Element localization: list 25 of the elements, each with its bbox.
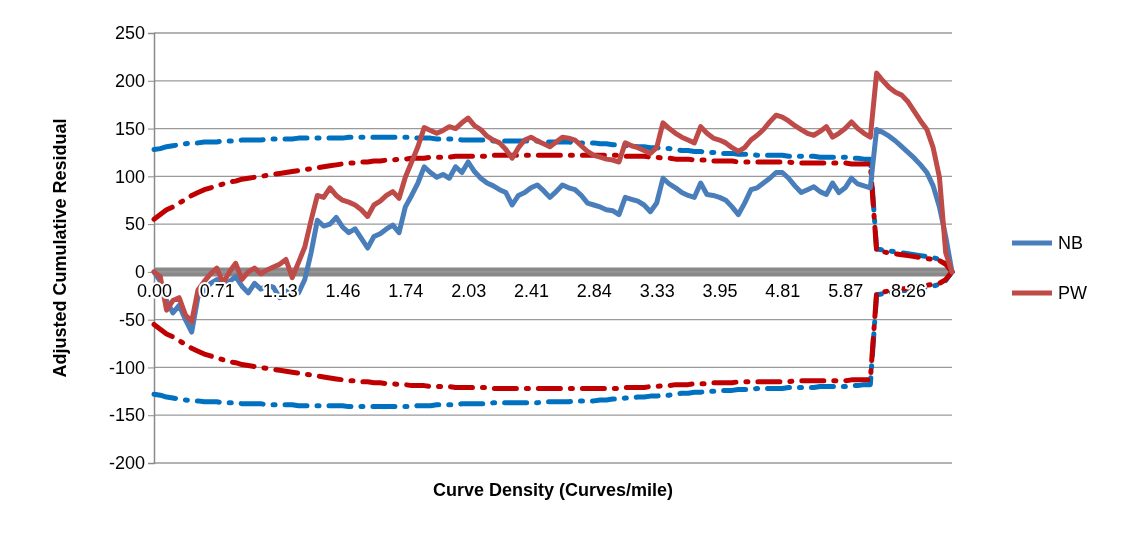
x-tick-label: 1.13 <box>262 280 298 301</box>
x-tick-label: 3.33 <box>639 280 675 301</box>
y-tick-label: 100 <box>114 166 145 187</box>
y-tick-label: 50 <box>124 214 145 235</box>
x-tick-label: 8.26 <box>890 280 927 301</box>
y-tick-label: -100 <box>108 357 145 378</box>
x-tick-label: 5.87 <box>828 280 864 301</box>
y-tick-label: 250 <box>114 23 145 44</box>
x-tick-label: 4.81 <box>765 280 801 301</box>
y-axis-title: Adjusted Cumulative Residual <box>50 118 70 378</box>
x-tick-label: 2.41 <box>513 280 550 301</box>
y-tick-label: -50 <box>118 309 145 330</box>
y-tick-label: -200 <box>108 453 145 474</box>
y-tick-label: 0 <box>134 262 145 283</box>
x-tick-label: 1.74 <box>388 280 424 301</box>
y-tick-label: 200 <box>114 71 145 92</box>
legend-label: PW <box>1058 283 1088 303</box>
x-tick-label: 2.84 <box>576 280 612 301</box>
x-axis-title: Curve Density (Curves/mile) <box>432 480 674 500</box>
x-tick-label: 1.46 <box>325 280 361 301</box>
y-tick-label: 150 <box>114 118 145 139</box>
y-tick-label: -150 <box>108 405 145 426</box>
x-tick-label: 3.95 <box>702 280 738 301</box>
x-tick-label: 2.03 <box>451 280 487 301</box>
legend-label: NB <box>1058 233 1084 253</box>
